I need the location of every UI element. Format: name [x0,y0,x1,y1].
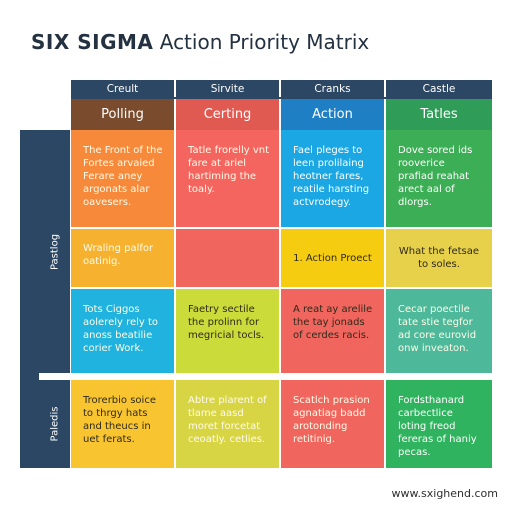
matrix-cell-r1-c1: The Front of the Fortes arvaied Ferare a… [71,130,174,227]
cell-text: Fordsthanard carbectlice loting freod fe… [398,395,477,458]
cell-text: Tatle frorelly vnt fare at ariel hartimi… [188,145,270,195]
column-header-2: Certing [176,99,279,130]
cell-text: 1. Action Proect [293,252,372,264]
column-top-3: Cranks [281,80,384,97]
column-top-1: Creult [71,80,174,97]
matrix-cell-r4-c3: Scatlch prasion agnatiag badd arotonding… [281,380,384,468]
cell-text: Dove sored ids rooverice prafiad reahat … [398,145,473,208]
row-label-text: Paledis [49,406,60,442]
row-label-lower: Paledis [39,380,70,468]
cell-text: Tots Ciggos aolerely rely to anoss beati… [83,304,159,354]
column-header-label: Polling [101,107,144,122]
cell-text: Abtre plarent of tlame aasd moret forcet… [188,395,267,445]
matrix-cell-r2-c1: Wraling palfor oatinig. [71,229,174,287]
column-top-label: Castle [422,82,456,95]
column-header-3: Action [281,99,384,130]
matrix-cell-r2-c2 [176,229,279,287]
matrix-cell-r3-c4: Cecar poectile tate stie tegfor ad core … [386,289,492,373]
matrix-cell-r2-c4: What the fetsae to soles. [386,229,492,287]
matrix-cell-r4-c1: Trorerbio soice to thrgy hats and theucs… [71,380,174,468]
matrix-cell-r3-c3: A reat ay arelile the tay jonads of cerd… [281,289,384,373]
row-label-upper: Pastlog [39,130,70,373]
footer-url: www.sxighend.com [391,487,498,500]
matrix-cell-r3-c1: Tots Ciggos aolerely rely to anoss beati… [71,289,174,373]
title-bold: SIX SIGMA [31,30,154,54]
cell-text: The Front of the Fortes arvaied Ferare a… [83,145,163,208]
cell-text: A reat ay arelile the tay jonads of cerd… [293,304,373,341]
matrix-cell-r1-c3: Fael pleges to leen prolilaing heotner f… [281,130,384,227]
matrix-cell-r1-c4: Dove sored ids rooverice prafiad reahat … [386,130,492,227]
column-header-label: Tatles [420,107,458,122]
column-top-label: Creult [106,82,139,95]
matrix-cell-r4-c2: Abtre plarent of tlame aasd moret forcet… [176,380,279,468]
column-header-1: Polling [71,99,174,130]
header-divider [71,97,492,99]
column-header-label: Action [312,107,353,122]
row-label-text: Pastlog [49,233,60,270]
column-top-4: Castle [386,80,492,97]
matrix-cell-r2-c3: 1. Action Proect [281,229,384,287]
matrix-cell-r3-c2: Faetry sectile the prolinn for megricial… [176,289,279,373]
page-title: SIX SIGMA Action Priority Matrix [31,30,369,54]
cell-text: Faetry sectile the prolinn for megricial… [188,304,265,341]
column-top-label: Cranks [314,82,351,95]
column-header-label: Certing [203,107,252,122]
column-header-4: Tatles [386,99,492,130]
title-rest: Action Priority Matrix [153,30,370,54]
cell-text: Wraling palfor oatinig. [83,243,154,267]
column-top-2: Sirvite [176,80,279,97]
column-top-label: Sirvite [210,82,245,95]
cell-text: Cecar poectile tate stie tegfor ad core … [398,304,477,354]
cell-text: Fael pleges to leen prolilaing heotner f… [293,145,370,208]
cell-text: Trorerbio soice to thrgy hats and theucs… [83,395,156,445]
cell-text: What the fetsae to soles. [398,246,480,270]
cell-text: Scatlch prasion agnatiag badd arotonding… [293,395,370,445]
row-axis-bar [20,130,39,468]
matrix-cell-r1-c2: Tatle frorelly vnt fare at ariel hartimi… [176,130,279,227]
matrix-cell-r4-c4: Fordsthanard carbectlice loting freod fe… [386,380,492,468]
